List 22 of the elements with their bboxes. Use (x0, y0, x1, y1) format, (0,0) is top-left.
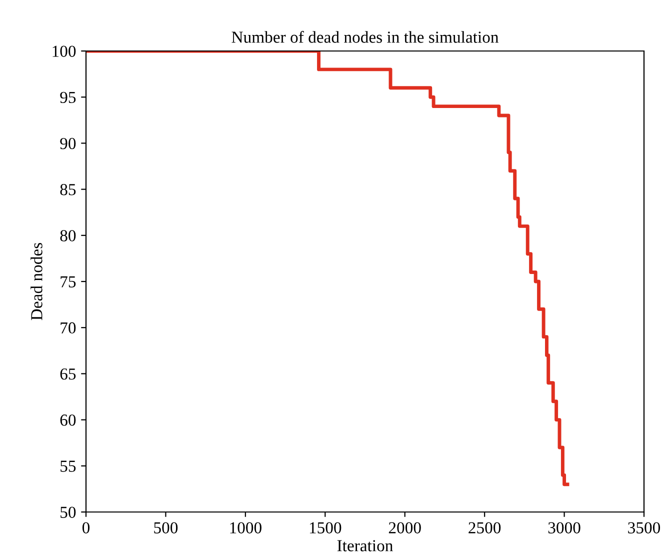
x-tick-label: 1500 (310, 522, 342, 534)
y-tick-label: 55 (60, 460, 76, 472)
y-tick-label: 90 (60, 138, 76, 150)
x-tick-label: 3500 (628, 522, 660, 534)
chart-title: Number of dead nodes in the simulation (232, 30, 499, 43)
y-tick-label: 65 (60, 368, 76, 380)
y-tick-label: 75 (60, 276, 76, 288)
y-tick-label: 60 (60, 414, 76, 426)
x-tick-label: 2000 (388, 522, 421, 534)
x-tick-label: 500 (154, 522, 178, 534)
x-tick-label: 0 (82, 522, 90, 534)
y-tick-label: 80 (60, 230, 76, 242)
y-axis-title: Dead nodes (30, 243, 42, 320)
x-tick-label: 2500 (468, 522, 501, 534)
y-tick-label: 50 (60, 506, 76, 518)
y-tick-label: 95 (60, 92, 76, 104)
x-tick-label: 1000 (230, 522, 262, 534)
x-tick-label: 3000 (548, 522, 580, 534)
y-tick-label: 85 (60, 184, 76, 196)
y-tick-label: 100 (52, 46, 76, 57)
x-axis-title: Iteration (337, 540, 393, 552)
y-tick-label: 70 (60, 322, 76, 334)
